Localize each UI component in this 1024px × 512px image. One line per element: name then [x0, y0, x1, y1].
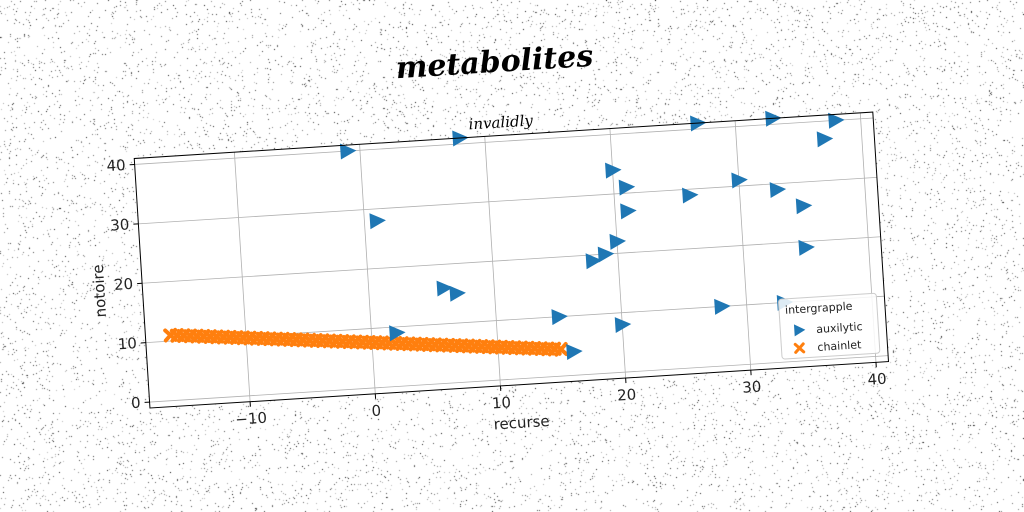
auxilytic-point	[369, 213, 386, 230]
auxilytic-point	[605, 162, 622, 179]
auxilytic-point	[566, 343, 583, 360]
y-tick-label: 40	[106, 156, 126, 175]
auxilytic-point	[769, 182, 787, 199]
auxilytic-point	[614, 317, 632, 334]
auxilytic-point	[798, 239, 815, 256]
legend-label-auxilytic: auxilytic	[816, 320, 863, 336]
y-gridline	[142, 236, 881, 284]
auxilytic-point	[731, 172, 748, 189]
auxilytic-point	[795, 198, 813, 215]
legend-marker-chainlet	[793, 342, 806, 354]
auxilytic-point	[618, 179, 636, 196]
auxilytic-point	[339, 143, 357, 160]
y-tick-label: 0	[131, 394, 142, 413]
x-axis-ticks: −10 0 10 20 30 40	[235, 362, 887, 429]
y-gridline	[138, 176, 877, 225]
chainlet-series	[163, 327, 569, 357]
auxilytic-point	[620, 203, 637, 220]
legend: intergrapple auxilytic chainlet	[778, 292, 881, 360]
legend-title: intergrapple	[785, 300, 853, 317]
chart-suptitle: metabolites	[395, 39, 595, 86]
y-axis-ticks: 0 10 20 30 40	[106, 156, 150, 413]
x-tick-label: 40	[867, 370, 887, 389]
chart-title: invalidly	[468, 111, 534, 133]
y-gridline	[134, 117, 874, 165]
auxilytic-point	[828, 112, 845, 129]
x-axis-label: recurse	[493, 412, 550, 433]
chainlet-point	[553, 342, 569, 357]
y-tick-label: 10	[117, 334, 137, 353]
y-tick-label: 30	[110, 215, 130, 234]
legend-label-chainlet: chainlet	[817, 338, 862, 354]
x-tick-label: 10	[491, 393, 511, 412]
auxilytic-point	[585, 253, 603, 270]
x-tick-label: −10	[235, 409, 268, 429]
x-tick-label: 30	[742, 378, 762, 397]
auxilytic-point	[436, 280, 454, 297]
grid	[134, 112, 889, 403]
y-gridline	[149, 355, 889, 403]
y-axis-label: notoire	[89, 264, 110, 318]
plot-group: invalidly −10 0 10 20 30 40 0 10 20 30 40 recurse…	[89, 110, 890, 433]
auxilytic-point	[551, 309, 568, 326]
auxilytic-point	[389, 325, 406, 342]
auxilytic-point	[682, 187, 699, 204]
y-tick-label: 20	[113, 275, 133, 294]
auxilytic-point	[449, 285, 466, 302]
auxilytic-point	[609, 233, 627, 250]
x-tick-label: 0	[371, 402, 382, 421]
auxilytic-point	[597, 246, 615, 263]
auxilytic-point	[714, 298, 731, 315]
x-tick-label: 20	[617, 385, 637, 404]
auxilytic-point	[816, 131, 834, 148]
legend-marker-auxilytic	[793, 324, 806, 337]
